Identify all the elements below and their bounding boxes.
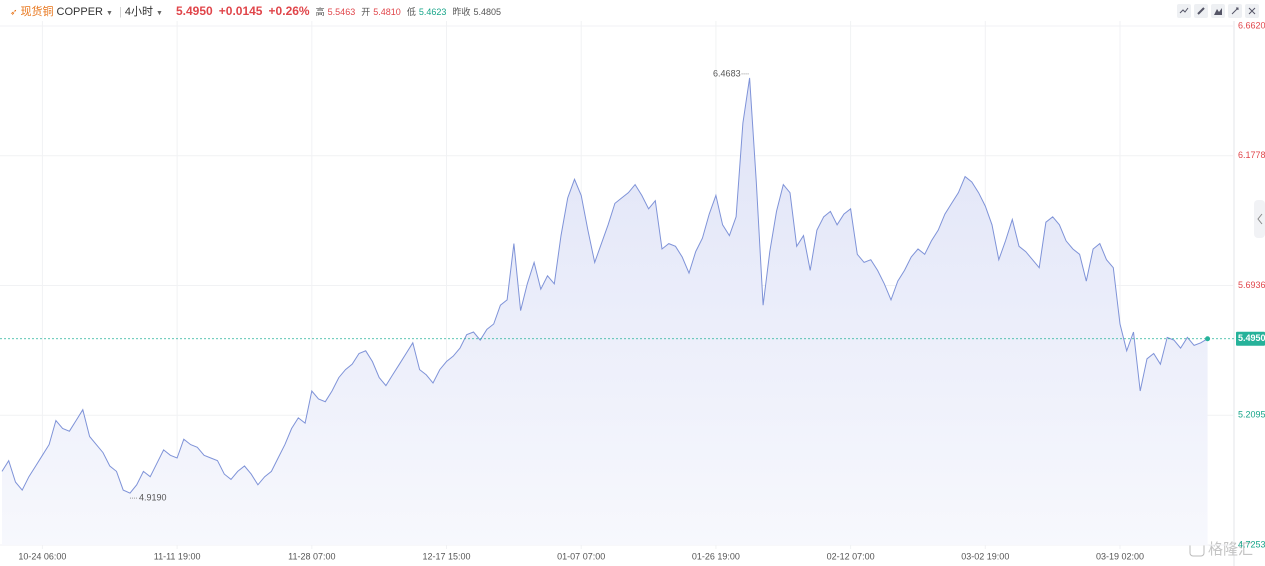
close-button[interactable] [1245,4,1259,18]
change: +0.0145 [218,4,263,18]
value-label: 4.9190 [139,492,167,502]
x-tick-label: 01-07 07:00 [557,551,605,561]
x-tick-label: 01-26 19:00 [692,551,740,561]
tool-button[interactable] [1194,4,1208,18]
price: 5.4950 [176,4,213,18]
interval[interactable]: 4小时 [124,6,153,18]
x-tick-label: 10-24 06:00 [18,551,66,561]
low: 5.4623 [418,7,447,17]
x-tick-label: 03-02 19:00 [961,551,1009,561]
last-price-label: 5.4950 [1238,333,1265,343]
symbol[interactable]: COPPER [56,6,104,18]
prev-close-label: 昨收 [452,7,471,17]
open: 5.4810 [373,7,401,17]
collapse-arrow[interactable] [1257,213,1263,225]
header: ➶ 现货铜 COPPER ▼ | 4小时 ▼ 5.4950 +0.0145 +0.26% … [0,0,1265,22]
y-tick-label: 6.6620 [1238,20,1265,30]
high-label: 高 [315,7,325,17]
tool-button[interactable] [1211,4,1225,18]
value-label: 6.4683 [713,68,741,78]
divider: | [119,6,122,18]
area [2,77,1208,546]
x-tick-label: 02-12 07:00 [827,551,875,561]
tool-button[interactable] [1228,4,1242,18]
low-label: 低 [406,7,416,17]
y-tick-label: 6.1778 [1238,150,1265,160]
x-tick-label: 11-11 19:00 [154,551,201,561]
dropdown[interactable]: ▼ [156,10,163,17]
collapse-tab[interactable] [1254,200,1265,238]
tool-button[interactable] [1177,4,1191,18]
x-tick-label: 12-17 15:00 [422,551,470,561]
dropdown[interactable]: ▼ [106,10,113,17]
open-label: 开 [361,7,371,17]
last-point [1205,336,1211,342]
symbol-icon: ➶ [10,7,18,17]
y-tick-label: 4.7253 [1238,539,1265,549]
x-tick-label: 03-19 02:00 [1096,551,1144,561]
last-price-tag [1236,331,1265,346]
y-tick-label: 5.2095 [1238,410,1265,420]
symbol-cn[interactable]: 现货铜 [20,6,54,18]
toolbar [1177,4,1259,18]
line [1,77,1208,494]
change-pct: +0.26% [268,4,310,18]
high: 5.5463 [327,7,356,17]
x-tick-label: 11-28 07:00 [288,551,335,561]
y-tick-label: 5.6936 [1238,280,1265,290]
prev-close: 5.4805 [473,7,502,17]
